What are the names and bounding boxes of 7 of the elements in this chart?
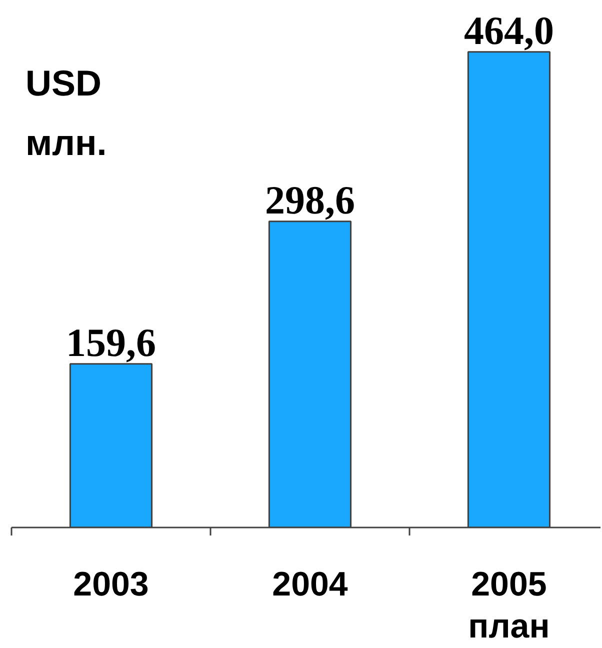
x-tick-label: 2005 план — [468, 566, 550, 646]
data-label: 298,6 — [264, 177, 355, 222]
y-axis-title: USD млн. — [26, 62, 107, 163]
data-label: 159,6 — [66, 320, 156, 365]
data-label: 464,0 — [464, 8, 554, 53]
x-tick-label: 2004 — [272, 566, 348, 604]
x-tick-label: 2003 — [73, 566, 149, 604]
